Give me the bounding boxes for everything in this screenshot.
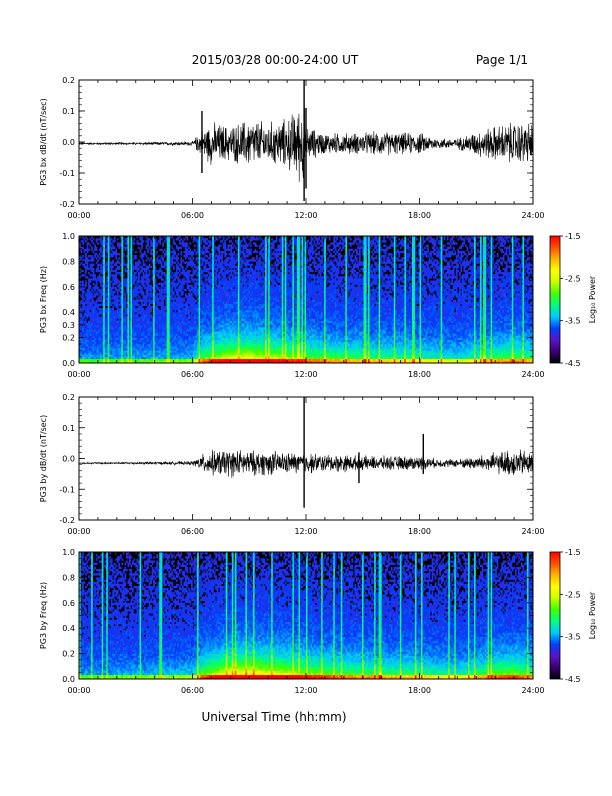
x-tick-label: 24:00 [521,527,544,536]
y-tick-label: 0.6 [62,599,75,608]
colorbar-tick-label: -1.5 [565,232,581,241]
colorbar-tick-label: -1.5 [565,548,581,557]
colorbar-label: Log₁₀ Power [588,591,597,639]
x-tick-label: 06:00 [181,527,204,536]
colorbar-label: Log₁₀ Power [588,275,597,323]
x-tick-label: 24:00 [521,211,544,220]
spectrogram-cells [79,236,533,363]
x-tick-label: 00:00 [67,211,90,220]
x-tick-label: 12:00 [294,370,317,379]
y-tick-label: 0.6 [62,283,75,292]
x-axis-label: Universal Time (hh:mm) [201,710,346,724]
y-tick-label: 0.0 [62,455,75,464]
y-tick-label: 0.0 [62,675,75,684]
x-tick-label: 24:00 [521,686,544,695]
y-tick-label: -0.1 [59,485,75,494]
y-tick-label: 0.4 [62,624,75,633]
y-axis-label: PG3 by dB/dt (nT/sec) [39,415,48,502]
panel-1: 00:00 06:00 12:00 18:00 24:00 0.2 0.1 0.0 -0.1 -0… [39,76,545,220]
x-tick-label: 18:00 [408,527,431,536]
y-tick-label: 0.1 [62,107,75,116]
y-axis-label: PG3 bx Freq (Hz) [39,266,48,333]
colorbar-scale [550,236,560,363]
y-tick-label: 0.2 [62,393,75,402]
y-tick-label: 0.2 [62,76,75,85]
y-tick-label: 0.2 [62,650,75,659]
x-tick-label: 12:00 [294,211,317,220]
colorbar-tick-label: -3.5 [565,633,581,642]
panel-2: 00:00 06:00 12:00 18:00 24:00 1.0 0.8 0.6 0.4 0.3… [39,232,545,379]
colorbar-scale [550,552,560,679]
x-tick-label: 06:00 [181,686,204,695]
plot-panels: 00:00 06:00 12:00 18:00 24:00 0.2 0.1 0.0 -0.1 -0… [39,76,545,695]
x-tick-label: 00:00 [67,370,90,379]
x-tick-label: 18:00 [408,370,431,379]
y-axis-label: PG3 bx dB/dt (nT/sec) [39,98,48,185]
colorbar-2: -1.5 -2.5 -3.5 -4.5 Log₁₀ Power [550,548,597,684]
y-tick-label: 0.1 [62,424,75,433]
y-tick-label: 0.2 [62,334,75,343]
colorbar-1: -1.5 -2.5 -3.5 -4.5 Log₁₀ Power [550,232,597,368]
spectrogram-cells [79,552,533,679]
x-tick-label: 12:00 [294,527,317,536]
x-tick-label: 06:00 [181,211,204,220]
panel-4: 00:00 06:00 12:00 18:00 24:00 1.0 0.8 0.6 0.4 0.2… [39,548,545,695]
y-tick-label: 0.8 [62,257,75,266]
colorbar-tick-label: -4.5 [565,359,581,368]
x-tick-label: 06:00 [181,370,204,379]
page-title: 2015/03/28 00:00-24:00 UT [192,53,359,67]
y-tick-label: 0.0 [62,138,75,147]
colorbar-tick-label: -2.5 [565,590,581,599]
x-tick-label: 00:00 [67,686,90,695]
panel-3: 00:00 06:00 12:00 18:00 24:00 0.2 0.1 0.0 -0.1 -0… [39,393,545,536]
colorbar-tick-label: -4.5 [565,675,581,684]
x-tick-label: 24:00 [521,370,544,379]
y-tick-label: -0.1 [59,169,75,178]
x-tick-label: 18:00 [408,211,431,220]
y-tick-label: -0.2 [59,516,75,525]
x-tick-label: 12:00 [294,686,317,695]
y-tick-label: 0.3 [62,321,75,330]
y-tick-label: 0.4 [62,308,75,317]
dbdt-trace [79,450,533,478]
y-tick-label: 1.0 [62,232,75,241]
colorbar-tick-label: -3.5 [565,317,581,326]
y-tick-label: 0.8 [62,573,75,582]
x-tick-label: 18:00 [408,686,431,695]
y-tick-label: 1.0 [62,548,75,557]
colorbar-tick-label: -2.5 [565,274,581,283]
y-tick-label: -0.2 [59,200,75,209]
y-tick-label: 0.0 [62,359,75,368]
page-number: Page 1/1 [476,53,528,67]
y-axis-label: PG3 by Freq (Hz) [39,582,48,649]
x-tick-label: 00:00 [67,527,90,536]
